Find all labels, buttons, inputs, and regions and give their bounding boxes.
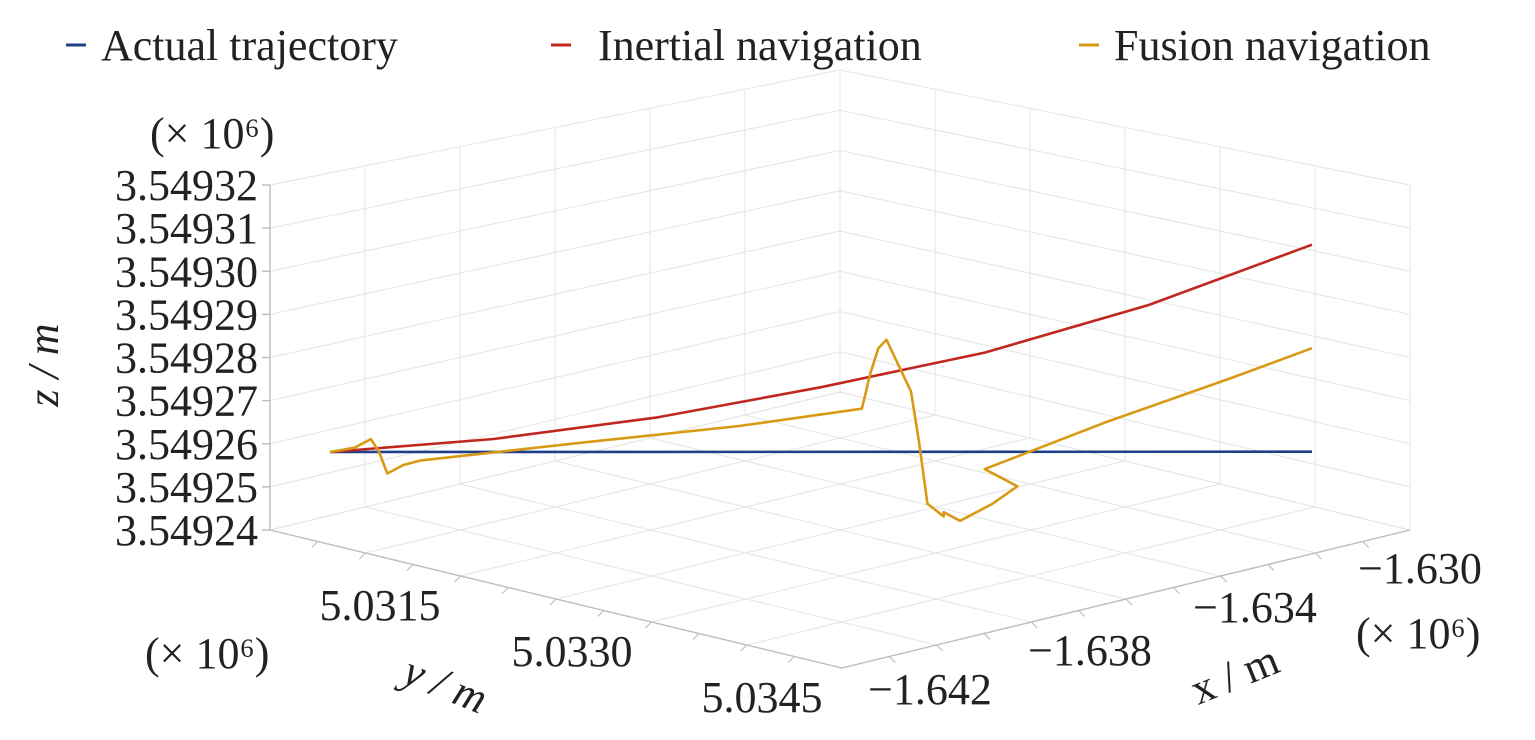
y-tick-mark <box>501 587 509 594</box>
y-tick-mark <box>549 598 557 606</box>
x-tick-label: −1.642 <box>868 665 992 714</box>
x-tick-mark <box>1362 541 1370 548</box>
z-multiplier: (× 10⁶) <box>150 109 274 158</box>
legend-item-inertial: Inertial navigation <box>551 21 922 70</box>
z-tick-label: 3.54925 <box>115 463 258 512</box>
legend-item-fusion: Fusion navigation <box>1079 21 1431 70</box>
y-tick-mark <box>454 575 462 583</box>
x-tick-mark <box>1125 598 1133 606</box>
legend-label-fusion: Fusion navigation <box>1114 21 1431 70</box>
z-axis-label: z / m <box>19 323 68 407</box>
z-tick-label: 3.54926 <box>115 420 258 469</box>
x-tick-mark <box>1030 621 1038 629</box>
floor-grid-line <box>744 414 1316 554</box>
x-axis-label: x / m <box>1183 635 1285 714</box>
y-multiplier: (× 10⁶) <box>145 629 269 678</box>
legend-label-inertial: Inertial navigation <box>598 21 922 70</box>
y-tick-mark <box>311 541 319 548</box>
x-tick-mark <box>1078 610 1086 617</box>
x-tick-mark <box>1314 552 1322 560</box>
legend-label-actual: Actual trajectory <box>101 21 398 70</box>
legend-item-actual: Actual trajectory <box>66 21 398 70</box>
z-tick-label: 3.54928 <box>115 334 258 383</box>
x-tick-mark <box>983 633 991 640</box>
y-tick-label: 5.0330 <box>512 627 633 676</box>
y-tick-mark <box>406 564 414 571</box>
x-multiplier: (× 10⁶) <box>1356 609 1480 658</box>
z-tick-label: 3.54930 <box>115 247 258 296</box>
series-lines <box>329 243 1313 523</box>
z-tick-label: 3.54924 <box>115 506 258 555</box>
x-tick-label: −1.634 <box>1193 583 1317 632</box>
series-line-1 <box>329 243 1313 454</box>
z-tick-label: 3.54929 <box>115 290 258 339</box>
legend: Actual trajectory Inertial navigation Fu… <box>66 21 1431 70</box>
y-tick-mark <box>597 610 605 617</box>
z-tick-label: 3.54932 <box>115 161 258 210</box>
y-tick-label: 5.0345 <box>702 673 823 722</box>
z-tick-label: 3.54927 <box>115 377 258 426</box>
x-tick-mark <box>888 656 896 663</box>
axis-ticks: 3.549323.549313.549303.549293.549283.549… <box>115 161 1482 722</box>
y-tick-mark <box>358 552 366 560</box>
y-tick-label: 5.0315 <box>320 581 441 630</box>
x-tick-mark <box>1220 575 1228 583</box>
y-tick-mark <box>740 644 748 652</box>
x-tick-mark <box>936 644 944 652</box>
x-tick-label: −1.638 <box>1028 626 1152 675</box>
y-tick-mark <box>644 621 652 629</box>
x-tick-label: −1.630 <box>1358 544 1482 593</box>
y-axis-label: y / m <box>393 644 494 723</box>
series-line-2 <box>329 338 1313 523</box>
x-tick-mark <box>1267 564 1275 571</box>
z-tick-label: 3.54931 <box>115 204 258 253</box>
y-tick-mark <box>787 656 795 663</box>
grid-lines <box>269 69 1411 669</box>
y-tick-mark <box>692 633 700 640</box>
x-tick-mark <box>1172 587 1180 594</box>
